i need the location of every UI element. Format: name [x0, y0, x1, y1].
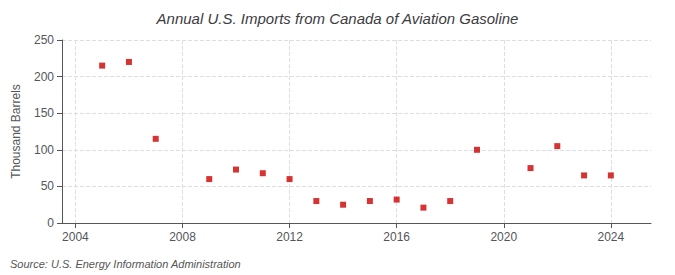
svg-text:2024: 2024 — [597, 230, 624, 244]
svg-text:2008: 2008 — [169, 230, 196, 244]
svg-text:Source: U.S. Energy Informatio: Source: U.S. Energy Information Administ… — [10, 258, 241, 270]
svg-text:100: 100 — [34, 143, 54, 157]
svg-text:50: 50 — [41, 179, 55, 193]
svg-text:2004: 2004 — [62, 230, 89, 244]
svg-text:Annual U.S. Imports from Canad: Annual U.S. Imports from Canada of Aviat… — [156, 10, 519, 27]
svg-text:2020: 2020 — [490, 230, 517, 244]
svg-text:200: 200 — [34, 70, 54, 84]
svg-text:2016: 2016 — [383, 230, 410, 244]
svg-text:0: 0 — [47, 216, 54, 230]
svg-text:250: 250 — [34, 33, 54, 47]
svg-text:Thousand Barrels: Thousand Barrels — [9, 84, 23, 179]
svg-text:150: 150 — [34, 106, 54, 120]
svg-text:2012: 2012 — [276, 230, 303, 244]
